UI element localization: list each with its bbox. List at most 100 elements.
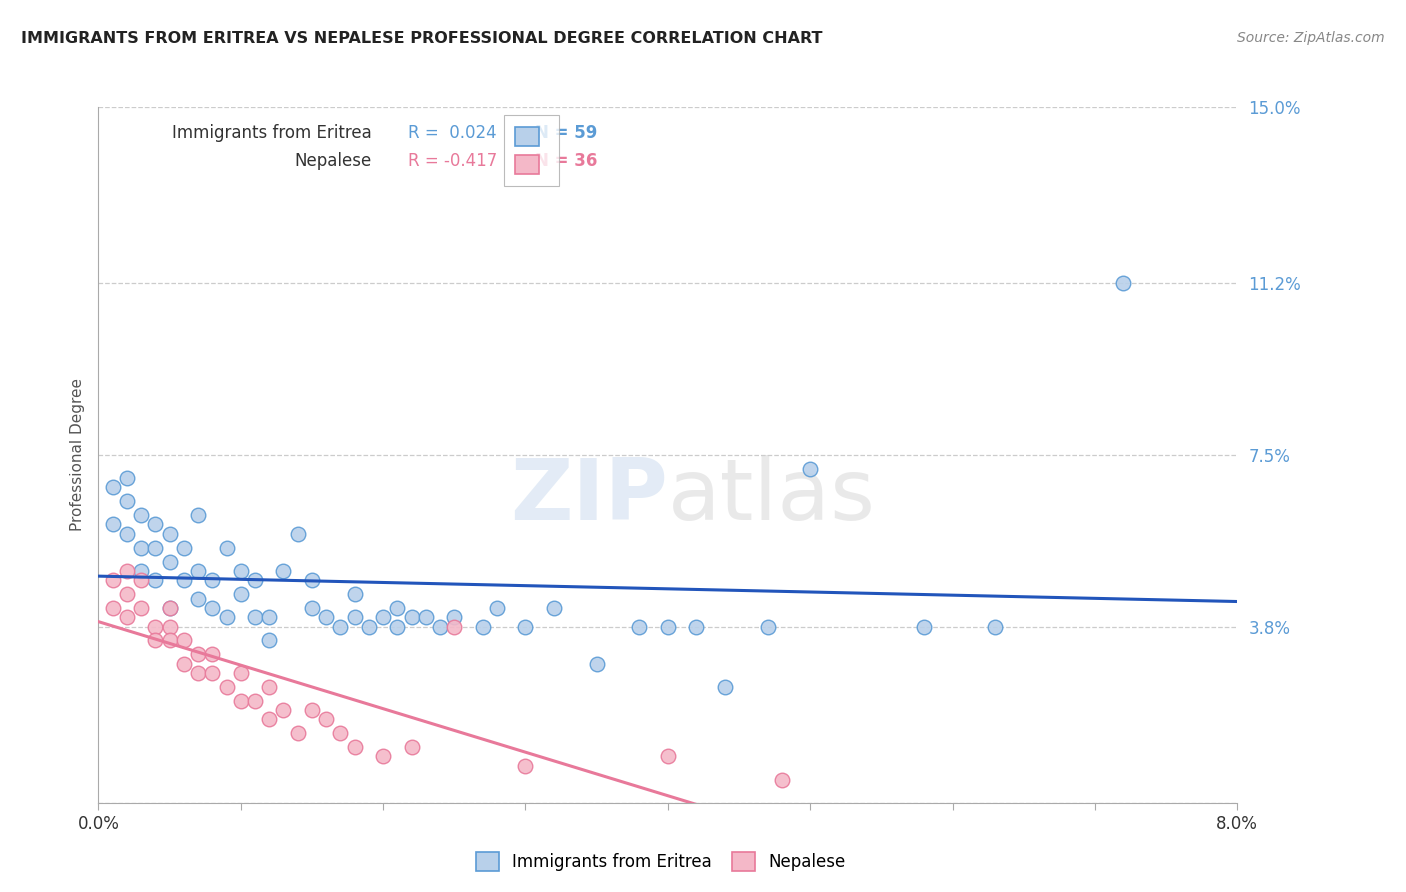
Point — [770, 772, 793, 787]
Point — [215, 680, 238, 694]
Point — [115, 564, 138, 578]
Point — [115, 526, 138, 541]
Point — [343, 610, 366, 624]
Point — [145, 517, 167, 532]
Point — [585, 657, 607, 671]
Point — [159, 526, 181, 541]
Point — [287, 526, 309, 541]
Point — [984, 619, 1007, 633]
Point — [187, 648, 209, 662]
Point — [371, 610, 394, 624]
Y-axis label: Professional Degree: Professional Degree — [69, 378, 84, 532]
Text: Immigrants from Eritrea: Immigrants from Eritrea — [172, 124, 371, 143]
Point — [259, 633, 281, 648]
Point — [443, 610, 465, 624]
Point — [401, 610, 423, 624]
Point — [187, 564, 209, 578]
Point — [301, 601, 323, 615]
Point — [343, 740, 366, 755]
Point — [145, 619, 167, 633]
Point — [471, 619, 494, 633]
Point — [145, 633, 167, 648]
Point — [159, 555, 181, 569]
Point — [287, 726, 309, 740]
Point — [443, 619, 465, 633]
Point — [799, 462, 821, 476]
Point — [115, 471, 138, 485]
Text: N = 59: N = 59 — [534, 124, 598, 143]
Point — [329, 619, 352, 633]
Point — [912, 619, 935, 633]
Point — [1112, 277, 1135, 291]
Point — [273, 564, 295, 578]
Point — [273, 703, 295, 717]
Point — [259, 680, 281, 694]
Text: IMMIGRANTS FROM ERITREA VS NEPALESE PROFESSIONAL DEGREE CORRELATION CHART: IMMIGRANTS FROM ERITREA VS NEPALESE PROF… — [21, 31, 823, 46]
Point — [685, 619, 707, 633]
Point — [201, 573, 224, 587]
Point — [129, 508, 152, 523]
Point — [187, 591, 209, 606]
Point — [101, 573, 124, 587]
Point — [229, 587, 252, 601]
Point — [215, 541, 238, 555]
Point — [173, 633, 195, 648]
Point — [115, 494, 138, 508]
Point — [101, 601, 124, 615]
Point — [159, 633, 181, 648]
Text: Source: ZipAtlas.com: Source: ZipAtlas.com — [1237, 31, 1385, 45]
Point — [315, 712, 337, 726]
Point — [401, 740, 423, 755]
Point — [173, 573, 195, 587]
Point — [714, 680, 737, 694]
Point — [201, 601, 224, 615]
Point — [371, 749, 394, 764]
Point — [543, 601, 565, 615]
Point — [201, 648, 224, 662]
Legend: Immigrants from Eritrea, Nepalese: Immigrants from Eritrea, Nepalese — [467, 843, 855, 880]
Point — [243, 610, 266, 624]
Point — [515, 619, 537, 633]
Point — [115, 587, 138, 601]
Point — [129, 564, 152, 578]
Point — [329, 726, 352, 740]
Point — [259, 712, 281, 726]
Text: R =  0.024: R = 0.024 — [408, 124, 496, 143]
Point — [657, 749, 679, 764]
Point — [429, 619, 451, 633]
Point — [173, 657, 195, 671]
Point — [515, 758, 537, 772]
Point — [486, 601, 509, 615]
Point — [173, 541, 195, 555]
Point — [129, 573, 152, 587]
Point — [159, 601, 181, 615]
Point — [129, 601, 152, 615]
Text: N = 36: N = 36 — [534, 153, 598, 170]
Text: R = -0.417: R = -0.417 — [408, 153, 498, 170]
Point — [315, 610, 337, 624]
Point — [243, 573, 266, 587]
Point — [343, 587, 366, 601]
Point — [387, 601, 409, 615]
Point — [229, 694, 252, 708]
Point — [145, 573, 167, 587]
Point — [129, 541, 152, 555]
Point — [259, 610, 281, 624]
Point — [145, 541, 167, 555]
Point — [101, 480, 124, 494]
Point — [415, 610, 437, 624]
Point — [387, 619, 409, 633]
Legend: , : , — [503, 115, 558, 186]
Point — [756, 619, 779, 633]
Text: Nepalese: Nepalese — [294, 153, 371, 170]
Point — [101, 517, 124, 532]
Point — [243, 694, 266, 708]
Point — [301, 703, 323, 717]
Point — [229, 564, 252, 578]
Point — [301, 573, 323, 587]
Point — [657, 619, 679, 633]
Point — [187, 665, 209, 680]
Text: ZIP: ZIP — [510, 455, 668, 538]
Point — [115, 610, 138, 624]
Point — [187, 508, 209, 523]
